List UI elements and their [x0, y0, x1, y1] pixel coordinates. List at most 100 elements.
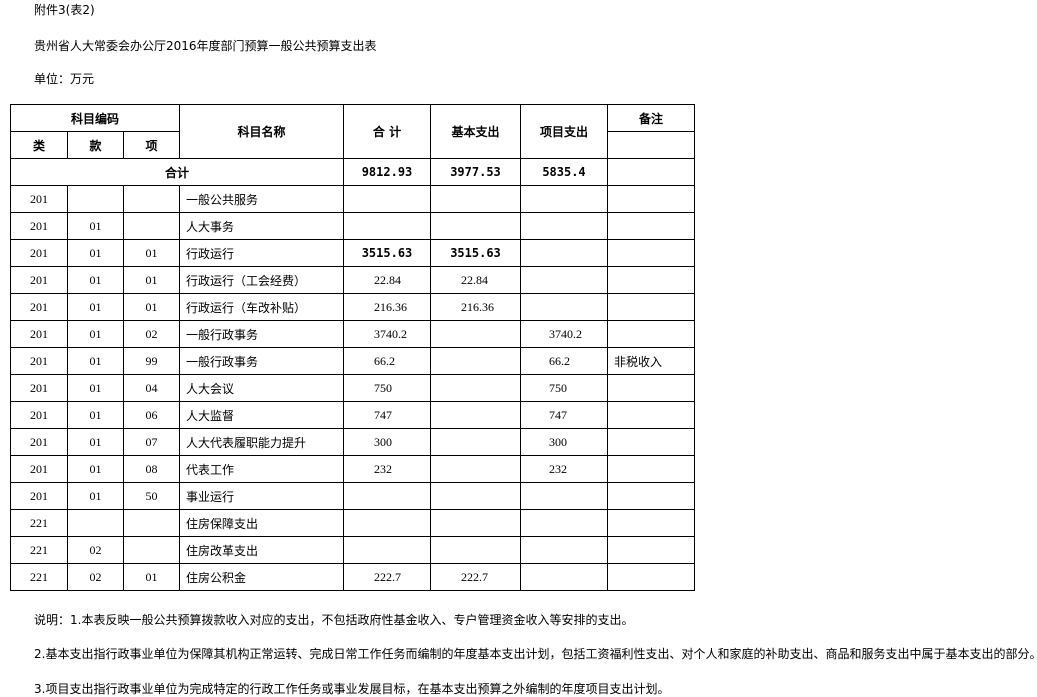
- table-row: 221 02 01 住房公积金 222.7 222.7: [10, 563, 695, 591]
- page-title: 贵州省人大常委会办公厅2016年度部门预算一般公共预算支出表: [34, 39, 377, 53]
- cell-lei: 201: [10, 320, 68, 348]
- cell-lei: 221: [10, 509, 68, 537]
- cell-xiang: 01: [123, 239, 180, 267]
- cell-basic: 216.36: [430, 293, 521, 321]
- cell-lei: 221: [10, 563, 68, 591]
- cell-project: 66.2: [520, 347, 608, 375]
- cell-kuan: 01: [67, 455, 124, 483]
- cell-basic: 3515.63: [430, 239, 521, 267]
- table-row: 201 01 02 一般行政事务 3740.2 3740.2: [10, 320, 695, 348]
- header-xiang: 项: [123, 131, 180, 159]
- cell-project: [520, 536, 608, 564]
- cell-project: 232: [520, 455, 608, 483]
- cell-total: 66.2: [343, 347, 431, 375]
- cell-lei: 201: [10, 266, 68, 294]
- cell-basic: [430, 482, 521, 510]
- cell-name: 住房保障支出: [179, 509, 344, 537]
- header-total: 合 计: [343, 104, 431, 159]
- attachment-label: 附件3(表2): [34, 3, 95, 17]
- total-project: 5835.4: [520, 158, 608, 186]
- cell-kuan: 01: [67, 374, 124, 402]
- table-row: 201 一般公共服务: [10, 185, 695, 213]
- table-row: 201 01 50 事业运行: [10, 482, 695, 510]
- cell-project: [520, 563, 608, 591]
- cell-basic: 222.7: [430, 563, 521, 591]
- table-row: 201 01 08 代表工作 232 232: [10, 455, 695, 483]
- cell-xiang: 01: [123, 293, 180, 321]
- cell-xiang: 07: [123, 428, 180, 456]
- cell-project: 3740.2: [520, 320, 608, 348]
- budget-table: 科目编码 科目名称 合 计 基本支出 项目支出 备注 类 款 项 合计 9812…: [10, 104, 695, 591]
- cell-xiang: 08: [123, 455, 180, 483]
- cell-total: [343, 482, 431, 510]
- cell-lei: 221: [10, 536, 68, 564]
- cell-xiang: 50: [123, 482, 180, 510]
- cell-lei: 201: [10, 374, 68, 402]
- cell-name: 代表工作: [179, 455, 344, 483]
- cell-xiang: 06: [123, 401, 180, 429]
- cell-xiang: 01: [123, 266, 180, 294]
- cell-project: 747: [520, 401, 608, 429]
- cell-project: [520, 482, 608, 510]
- cell-basic: [430, 428, 521, 456]
- header-lei: 类: [10, 131, 68, 159]
- cell-name: 一般行政事务: [179, 347, 344, 375]
- cell-project: [520, 293, 608, 321]
- cell-basic: [430, 401, 521, 429]
- cell-name: 行政运行（工会经费）: [179, 266, 344, 294]
- cell-kuan: 02: [67, 536, 124, 564]
- table-row: 201 01 06 人大监督 747 747: [10, 401, 695, 429]
- cell-kuan: 01: [67, 239, 124, 267]
- cell-name: 人大代表履职能力提升: [179, 428, 344, 456]
- cell-total: [343, 185, 431, 213]
- cell-note: [607, 401, 695, 429]
- total-label: 合计: [10, 158, 344, 186]
- header-note-blank: [607, 131, 695, 159]
- cell-name: 一般行政事务: [179, 320, 344, 348]
- header-kuan: 款: [67, 131, 124, 159]
- table-row: 201 01 99 一般行政事务 66.2 66.2 非税收入: [10, 347, 695, 375]
- cell-note: [607, 455, 695, 483]
- cell-kuan: 01: [67, 320, 124, 348]
- cell-basic: 22.84: [430, 266, 521, 294]
- cell-note: [607, 320, 695, 348]
- total-total: 9812.93: [343, 158, 431, 186]
- cell-name: 行政运行（车改补贴）: [179, 293, 344, 321]
- cell-lei: 201: [10, 185, 68, 213]
- cell-project: 750: [520, 374, 608, 402]
- cell-xiang: [123, 212, 180, 240]
- cell-project: [520, 239, 608, 267]
- cell-xiang: 04: [123, 374, 180, 402]
- cell-basic: [430, 509, 521, 537]
- table-row: 201 01 04 人大会议 750 750: [10, 374, 695, 402]
- cell-name: 人大会议: [179, 374, 344, 402]
- cell-total: 750: [343, 374, 431, 402]
- cell-project: [520, 185, 608, 213]
- cell-note: [607, 293, 695, 321]
- header-project: 项目支出: [520, 104, 608, 159]
- table-row: 221 住房保障支出: [10, 509, 695, 537]
- note-2: 2.基本支出指行政事业单位为保障其机构正常运转、完成日常工作任务而编制的年度基本…: [34, 647, 1037, 661]
- cell-kuan: 01: [67, 428, 124, 456]
- cell-kuan: 01: [67, 401, 124, 429]
- cell-total: 222.7: [343, 563, 431, 591]
- cell-lei: 201: [10, 482, 68, 510]
- cell-xiang: [123, 509, 180, 537]
- cell-kuan: 01: [67, 212, 124, 240]
- cell-total: 216.36: [343, 293, 431, 321]
- cell-basic: [430, 185, 521, 213]
- cell-total: 3740.2: [343, 320, 431, 348]
- cell-project: [520, 266, 608, 294]
- total-row: 合计 9812.93 3977.53 5835.4: [10, 158, 695, 186]
- cell-xiang: 01: [123, 563, 180, 591]
- cell-note: [607, 212, 695, 240]
- cell-name: 人大监督: [179, 401, 344, 429]
- cell-xiang: 02: [123, 320, 180, 348]
- cell-project: 300: [520, 428, 608, 456]
- cell-note: [607, 374, 695, 402]
- cell-note: [607, 536, 695, 564]
- cell-total: 300: [343, 428, 431, 456]
- table-row: 201 01 01 行政运行（车改补贴） 216.36 216.36: [10, 293, 695, 321]
- cell-note: [607, 266, 695, 294]
- cell-total: 3515.63: [343, 239, 431, 267]
